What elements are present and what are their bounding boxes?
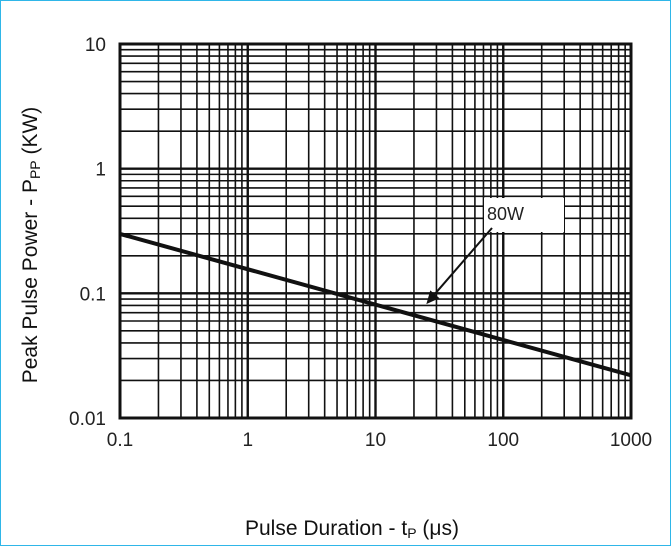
x-axis-label: Pulse Duration - tP (μs)	[245, 517, 459, 541]
y-tick-labels: 0.01 0.1 1 10	[69, 35, 106, 430]
plot-border	[118, 42, 633, 420]
y-tick-label: 0.1	[80, 284, 106, 305]
x-tick-label: 0.1	[107, 430, 133, 451]
y-axis-label-main: Peak Pulse Power - P	[19, 179, 42, 383]
annotation-label: 80W	[487, 204, 524, 224]
y-axis-label-subscript: PP	[27, 160, 43, 179]
x-axis-label-subscript: P	[407, 525, 416, 541]
x-tick-label: 10	[365, 430, 386, 451]
series-line-80w	[119, 231, 632, 378]
annotation-arrow-shaft	[430, 227, 493, 299]
y-tick-label: 10	[85, 35, 106, 56]
annotation-label-box	[484, 198, 564, 232]
x-axis-label-unit: (μs)	[417, 517, 459, 540]
series-layer	[119, 231, 632, 378]
x-tick-label: 1	[242, 430, 253, 451]
x-axis-label-main: Pulse Duration - t	[245, 517, 407, 540]
x-tick-label: 1000	[610, 430, 652, 451]
y-axis-label: Peak Pulse Power - PPP (KW)	[19, 107, 43, 384]
y-axis-label-unit: (KW)	[19, 107, 42, 161]
x-tick-label: 100	[487, 430, 519, 451]
annotation-arrow-head	[426, 290, 440, 305]
y-tick-label: 1	[95, 160, 106, 181]
annotation-layer: 80W	[426, 198, 564, 305]
y-tick-label: 0.01	[69, 409, 106, 430]
x-tick-labels: 0.1 1 10 100 1000	[107, 430, 652, 451]
